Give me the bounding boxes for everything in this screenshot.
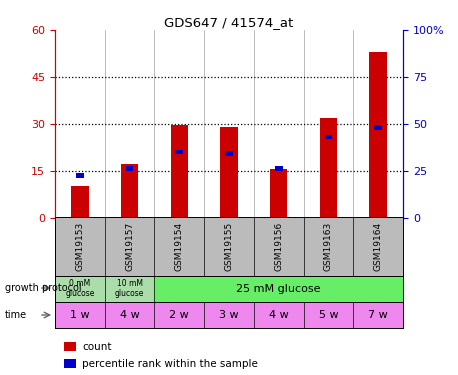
Bar (225, 152, 233, 156)
Bar (76, 173, 84, 178)
Bar (170, 125, 188, 218)
Text: GSM19163: GSM19163 (324, 222, 333, 271)
Title: GDS647 / 41574_at: GDS647 / 41574_at (164, 16, 294, 29)
Bar (220, 127, 238, 218)
Bar (275, 166, 283, 171)
Bar (105, 276, 154, 302)
Text: GSM19164: GSM19164 (374, 222, 383, 271)
Text: growth protocol: growth protocol (5, 283, 81, 293)
Text: 2 w: 2 w (169, 310, 189, 320)
Text: time: time (5, 310, 27, 320)
Text: GSM19156: GSM19156 (274, 222, 283, 271)
Bar (175, 150, 183, 154)
Bar (121, 164, 138, 218)
Text: percentile rank within the sample: percentile rank within the sample (82, 359, 258, 369)
Text: 10 mM
glucose: 10 mM glucose (115, 279, 144, 298)
Bar (55, 276, 105, 302)
Text: 0 mM
glucose: 0 mM glucose (65, 279, 94, 298)
Bar (71, 186, 88, 218)
Bar (325, 135, 333, 139)
Bar (270, 169, 288, 217)
Text: 4 w: 4 w (269, 310, 289, 320)
Text: count: count (82, 342, 112, 352)
Text: 3 w: 3 w (219, 310, 239, 320)
Bar (125, 166, 133, 171)
Bar (320, 117, 337, 218)
Text: GSM19155: GSM19155 (224, 222, 234, 271)
Text: 25 mM glucose: 25 mM glucose (236, 284, 321, 294)
Text: GSM19154: GSM19154 (175, 222, 184, 271)
Text: GSM19153: GSM19153 (75, 222, 84, 271)
Text: GSM19157: GSM19157 (125, 222, 134, 271)
Text: 4 w: 4 w (120, 310, 139, 320)
Bar (374, 125, 382, 130)
Bar (370, 52, 387, 217)
Text: 1 w: 1 w (70, 310, 90, 320)
Text: 5 w: 5 w (319, 310, 338, 320)
Bar (154, 276, 403, 302)
Text: 7 w: 7 w (368, 310, 388, 320)
